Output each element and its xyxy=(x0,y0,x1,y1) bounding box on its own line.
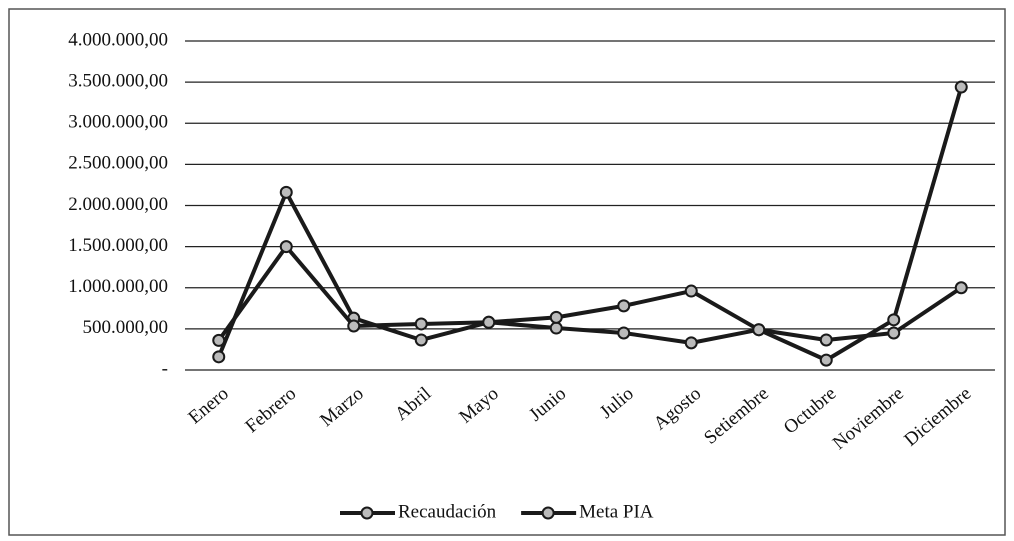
legend-label: Meta PIA xyxy=(579,501,654,522)
series-line xyxy=(216,86,964,363)
y-tick-label: 2.000.000,00 xyxy=(68,194,168,215)
point-marker xyxy=(752,323,766,337)
point-marker xyxy=(212,333,226,347)
y-tick-label: 2.500.000,00 xyxy=(68,153,168,174)
legend-label: Recaudación xyxy=(398,501,497,522)
point-marker xyxy=(617,299,631,313)
point-marker xyxy=(414,333,428,347)
point-marker xyxy=(414,317,428,331)
point-marker xyxy=(279,185,293,199)
point-marker xyxy=(212,350,226,364)
point-marker xyxy=(887,326,901,340)
point-marker xyxy=(954,281,968,295)
point-marker xyxy=(954,80,968,94)
point-marker xyxy=(549,310,563,324)
y-tick-label: 500.000,00 xyxy=(83,317,169,338)
point-marker xyxy=(279,240,293,254)
point-marker xyxy=(684,336,698,350)
legend-marker xyxy=(541,506,555,520)
point-marker xyxy=(482,315,496,329)
y-tick-label: 4.000.000,00 xyxy=(68,29,168,50)
series-line xyxy=(217,244,963,342)
point-marker xyxy=(819,353,833,367)
y-tick-label: 1.000.000,00 xyxy=(68,276,168,297)
y-tick-label: - xyxy=(162,358,168,379)
point-marker xyxy=(549,321,563,335)
chart-border xyxy=(8,8,1006,536)
legend-marker xyxy=(360,506,374,520)
point-marker xyxy=(347,319,361,333)
point-marker xyxy=(684,284,698,298)
y-tick-label: 3.000.000,00 xyxy=(68,112,168,133)
point-marker xyxy=(617,326,631,340)
y-tick-label: 3.500.000,00 xyxy=(68,70,168,91)
y-tick-label: 1.500.000,00 xyxy=(68,235,168,256)
point-marker xyxy=(819,333,833,347)
point-marker xyxy=(887,313,901,327)
